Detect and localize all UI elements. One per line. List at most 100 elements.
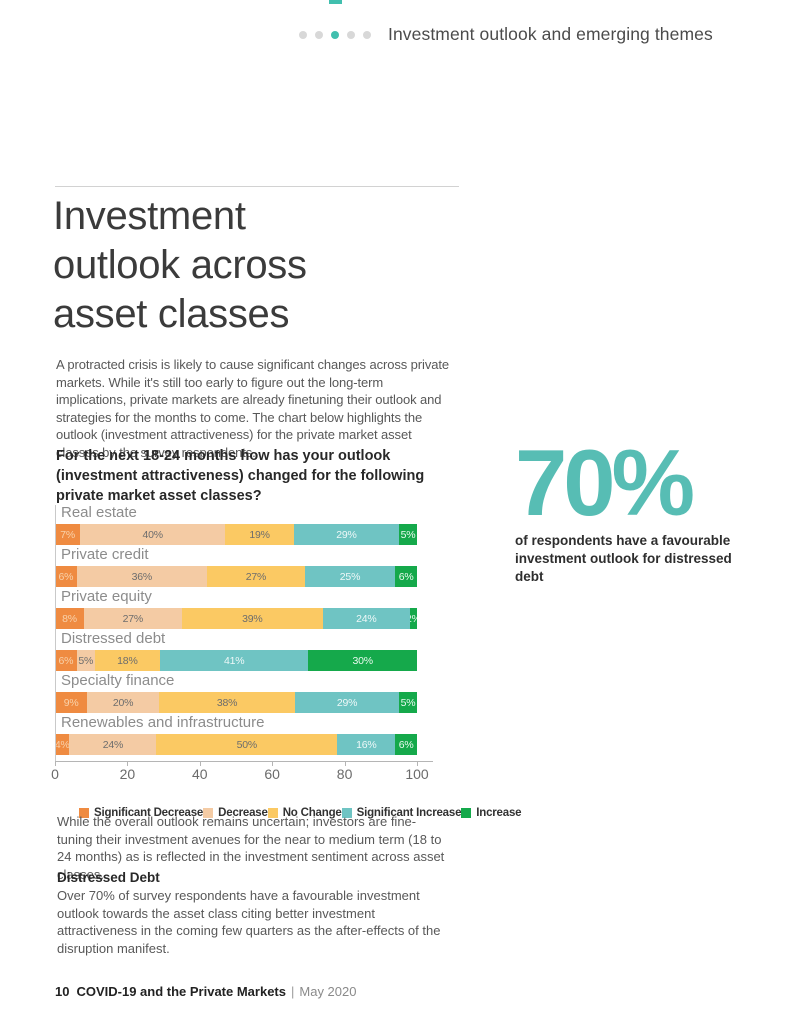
axis-tick xyxy=(127,762,129,766)
segment-value-label: 36% xyxy=(131,570,153,583)
chart-rows: Real estate 7% 40% 19% 29% 5% Private credit 6%… xyxy=(55,503,433,762)
footer-page-number: 10 xyxy=(55,984,70,999)
axis-tick-label: 80 xyxy=(336,766,353,782)
legend-item: Significant Decrease xyxy=(79,807,203,819)
bar-segment: 27% xyxy=(83,608,182,629)
chart-row: Renewables and infrastructure 4% 24% 50% 16%… xyxy=(55,713,433,755)
axis-tick-label: 20 xyxy=(119,766,136,782)
legend-item: Decrease xyxy=(203,807,268,819)
bar-segment: 25% xyxy=(304,566,396,587)
segment-value-label: 4% xyxy=(55,738,70,751)
bar-segment: 39% xyxy=(181,608,323,629)
segment-value-label: 29% xyxy=(336,528,357,541)
bar-segment: 38% xyxy=(158,692,296,713)
chart-legend: Significant Decrease Decrease No Change Sig… xyxy=(55,807,522,819)
bar-segment: 24% xyxy=(69,734,157,755)
segment-value-label: 50% xyxy=(236,738,258,751)
dot xyxy=(363,30,371,39)
segment-value-label: 18% xyxy=(117,654,138,667)
segment-value-label: 29% xyxy=(336,696,358,709)
segment-value-label: 9% xyxy=(63,696,79,709)
bar-segment: 27% xyxy=(207,566,305,587)
segment-value-label: 20% xyxy=(112,696,134,709)
bar-segment: 6% xyxy=(395,566,417,587)
segment-value-label: 6% xyxy=(398,570,414,583)
segment-value-label: 5% xyxy=(78,654,94,667)
segment-value-label: 27% xyxy=(122,612,144,625)
segment-value-label: 25% xyxy=(339,570,361,583)
category-label: Distressed debt xyxy=(61,630,166,647)
section-heading: Distressed Debt xyxy=(57,870,160,885)
legend-swatch xyxy=(461,808,472,818)
segment-value-label: 2% xyxy=(410,613,417,625)
segment-value-label: 24% xyxy=(356,612,377,625)
bar-segment: 29% xyxy=(293,524,399,545)
bar-segment: 8% xyxy=(55,608,84,629)
bar-segment: 29% xyxy=(295,692,400,713)
segment-value-label: 41% xyxy=(223,654,245,667)
bar-segment: 6% xyxy=(55,566,77,587)
axis-tick xyxy=(199,762,201,766)
category-label: Specialty finance xyxy=(61,672,175,689)
section-paragraph: Over 70% of survey respondents have a fa… xyxy=(57,888,441,956)
legend-swatch xyxy=(341,808,352,818)
bar-segment: 6% xyxy=(395,734,417,755)
segment-value-label: 38% xyxy=(216,696,238,709)
segment-value-label: 40% xyxy=(142,528,164,541)
category-label: Renewables and infrastructure xyxy=(61,714,265,731)
category-label: Real estate xyxy=(61,504,137,521)
axis-tick xyxy=(55,762,56,766)
body-paragraph: While the overall outlook remains uncert… xyxy=(57,814,445,882)
bar-segment: 5% xyxy=(399,692,417,713)
legend-item: Increase xyxy=(461,807,522,819)
stacked-bar: 6% 5% 18% 41% 30% xyxy=(55,650,417,671)
legend-item: Significant Increase xyxy=(341,807,462,819)
axis-tick xyxy=(344,762,346,766)
bar-segment: 5% xyxy=(76,650,95,671)
title-divider xyxy=(55,186,459,187)
legend-label: Decrease xyxy=(218,807,268,819)
stacked-bar: 8% 27% 39% 24% 2% xyxy=(55,608,417,629)
stacked-bar: 7% 40% 19% 29% 5% xyxy=(55,524,417,545)
chart-row: Private credit 6% 36% 27% 25% 6% xyxy=(55,545,433,587)
stacked-bar: 6% 36% 27% 25% 6% xyxy=(55,566,417,587)
stacked-bar: 9% 20% 38% 29% 5% xyxy=(55,692,417,713)
chart-row: Private equity 8% 27% 39% 24% 2% xyxy=(55,587,433,629)
bar-segment: 4% xyxy=(55,734,70,755)
stat-caption: of respondents have a favourable investm… xyxy=(515,533,732,584)
bar-segment: 5% xyxy=(398,524,417,545)
x-axis-line xyxy=(55,761,433,762)
bar-segment: 20% xyxy=(87,692,159,713)
dot xyxy=(299,30,307,39)
segment-value-label: 16% xyxy=(356,738,377,751)
chart-row: Specialty finance 9% 20% 38% 29% 5% xyxy=(55,671,433,713)
legend-label: No Change xyxy=(282,807,342,819)
segment-value-label: 30% xyxy=(352,654,373,667)
legend-label: Significant Increase xyxy=(356,807,462,819)
bar-segment: 50% xyxy=(156,734,338,755)
segment-value-label: 24% xyxy=(102,738,124,751)
stat-value: 70% xyxy=(515,430,695,535)
axis-tick-label: 100 xyxy=(405,766,429,782)
axis-tick-label: 60 xyxy=(264,766,280,782)
progress-dots xyxy=(299,30,371,39)
segment-value-label: 7% xyxy=(60,528,76,541)
page-title: Investment outlook across asset classes xyxy=(53,194,307,336)
legend-swatch xyxy=(267,808,278,818)
segment-value-label: 5% xyxy=(400,696,416,709)
category-label: Private equity xyxy=(61,588,152,605)
x-axis: 0 20 40 60 80 100 xyxy=(51,761,433,785)
axis-tick xyxy=(272,762,274,766)
bar-segment: 40% xyxy=(80,524,226,545)
segment-value-label: 5% xyxy=(400,528,416,541)
segment-value-label: 39% xyxy=(242,612,263,625)
legend-item: No Change xyxy=(267,807,342,819)
dot xyxy=(315,30,323,39)
stat-callout: 70% of respondents have a favourable inv… xyxy=(515,430,750,586)
bar-segment: 2% xyxy=(409,608,417,629)
legend-label: Increase xyxy=(476,807,522,819)
chart-row: Distressed debt 6% 5% 18% 41% 30% xyxy=(55,629,433,671)
footer-title: COVID-19 and the Private Markets xyxy=(76,984,286,999)
stacked-bar: 4% 24% 50% 16% 6% xyxy=(55,734,417,755)
